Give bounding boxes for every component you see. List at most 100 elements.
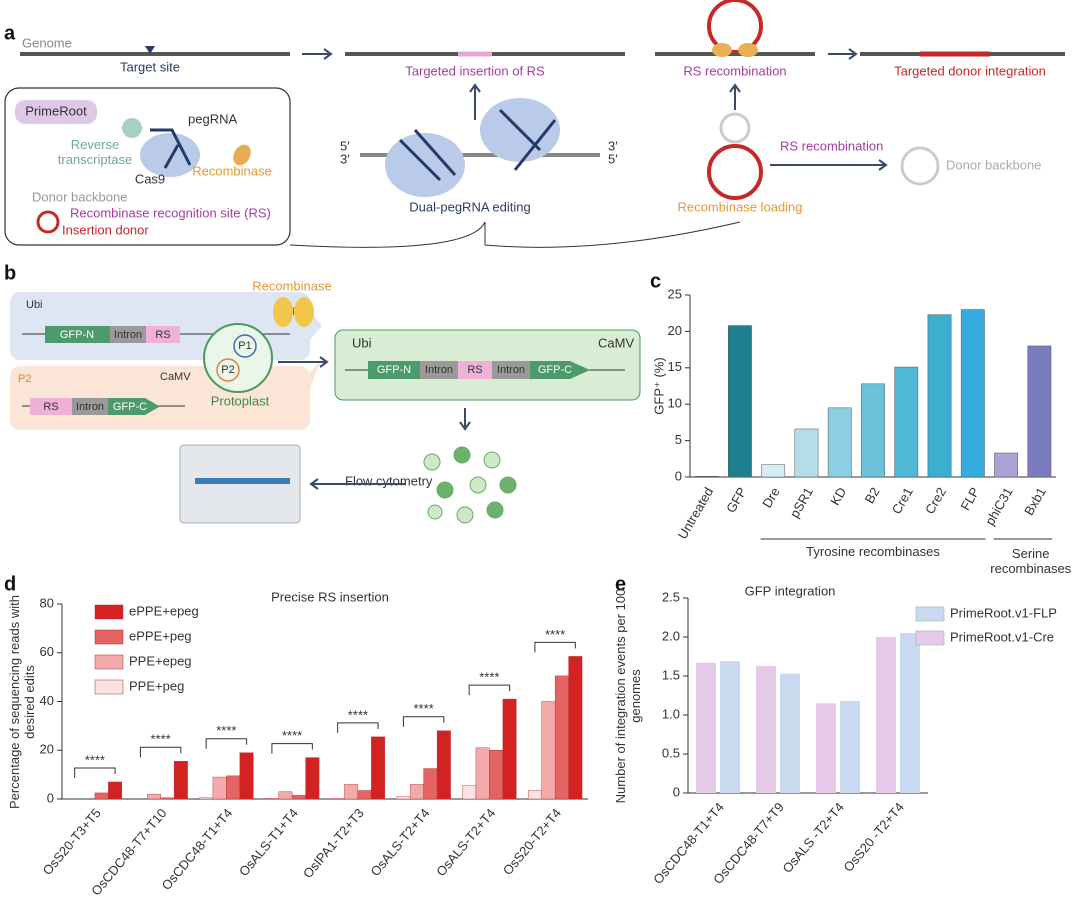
label: 3′ (608, 138, 618, 153)
bar (502, 698, 517, 800)
bar (94, 792, 109, 800)
x-tick-label: GFP (723, 485, 749, 516)
bar (371, 736, 386, 800)
cytometer-band (195, 478, 290, 484)
label: Intron (497, 364, 525, 376)
y-tick-label: 20 (40, 742, 54, 757)
label: PrimeRoot (25, 103, 87, 118)
significance-bracket (402, 716, 445, 727)
chart-title: GFP integration (745, 583, 836, 598)
label-box: Number of integration events per 100 gen… (613, 589, 643, 804)
backbone-circle (719, 112, 751, 144)
label-box: Percentage of sequencing reads with desi… (7, 595, 37, 809)
label: Percentage of sequencing reads with desi… (7, 595, 37, 809)
intron (492, 361, 530, 379)
label: Ubi (26, 299, 43, 311)
bar (694, 476, 719, 478)
bar (489, 750, 504, 800)
arrow (278, 356, 329, 368)
panel-label: e (615, 573, 626, 595)
significance-bracket (337, 722, 379, 733)
label: Dual-pegRNA editing (409, 199, 530, 214)
x-tick-label: OsALS-T2+T4 (367, 805, 432, 879)
arrow (469, 83, 481, 120)
bar (357, 790, 372, 800)
label: P2 (18, 373, 31, 385)
significance-bracket (139, 746, 182, 758)
intron (110, 326, 146, 343)
recombinase (233, 144, 251, 166)
recombinase (273, 297, 293, 327)
rs (458, 361, 492, 379)
recombinase (712, 43, 732, 57)
x-tick-label: OsCDC48-T1+T4 (159, 805, 236, 892)
gfp-c (108, 398, 160, 415)
bar (927, 314, 952, 478)
arrow (770, 159, 888, 171)
significance-label: **** (545, 627, 565, 642)
intron (72, 398, 108, 415)
bar (816, 703, 836, 793)
significance-bracket (271, 743, 313, 754)
y-tick-label: 1.0 (662, 706, 680, 721)
x-tick-label: Cre1 (889, 485, 916, 517)
legend-label: PPE+epeg (129, 653, 192, 668)
y-tick-label: 5 (675, 432, 682, 447)
bar (146, 793, 161, 800)
chart-title: Precise RS insertion (271, 589, 389, 604)
bar (527, 790, 542, 800)
label: Donor backbone (946, 157, 1041, 172)
x-tick-label: OsIPA1-T2+T3 (300, 805, 367, 881)
arrow (302, 48, 333, 60)
legend-label: ePPE+epeg (129, 603, 199, 618)
bar (861, 383, 885, 478)
rs (146, 326, 180, 343)
significance-label: **** (479, 670, 499, 685)
y-tick-label: 25 (668, 286, 682, 301)
arrow (828, 48, 858, 60)
label-group: Reverse transcriptase (58, 137, 132, 167)
bar (794, 428, 819, 478)
label: GFP-N (60, 329, 94, 341)
bar (462, 785, 477, 800)
label: pegRNA (188, 111, 237, 126)
label: GFP-C (538, 364, 572, 376)
label: Flow cytometry (345, 473, 433, 488)
x-tick-label: OsS20-T3+T5 (40, 805, 104, 877)
x-tick-label: OsS20-T2+T4 (500, 805, 564, 877)
protoplast (203, 323, 273, 393)
significance-label: **** (414, 701, 434, 716)
pill (15, 100, 97, 124)
legend-box (4, 87, 291, 246)
bar (173, 761, 188, 800)
bar (780, 673, 800, 793)
panel-label: d (4, 573, 16, 595)
label-group: Serine recombinases (990, 546, 1071, 576)
legend-label: PrimeRoot.v1-FLP (950, 605, 1057, 620)
label: P1 (238, 340, 251, 352)
panel-label: b (4, 262, 16, 284)
label: Target site (120, 59, 180, 74)
label: RS (155, 329, 170, 341)
gfp-c (530, 361, 590, 379)
panel-label: c (650, 270, 661, 292)
y-tick-label: 2.5 (662, 589, 680, 604)
bar (108, 781, 123, 800)
significance-bracket (205, 738, 248, 749)
label: GFP-C (113, 401, 147, 413)
bar (728, 325, 752, 478)
target-marker (145, 46, 155, 54)
bar (423, 768, 438, 800)
backbone-circle (900, 146, 940, 186)
label-box: Reverse transcriptase (58, 137, 132, 167)
label: Tyrosine recombinases (806, 543, 940, 559)
bar (554, 675, 569, 800)
label: CaMV (160, 371, 191, 383)
legend-label: PrimeRoot.v1-Cre (950, 629, 1054, 644)
bar (396, 796, 411, 800)
gfp-n (368, 361, 420, 379)
pegrna (150, 128, 192, 169)
bar (409, 784, 424, 800)
